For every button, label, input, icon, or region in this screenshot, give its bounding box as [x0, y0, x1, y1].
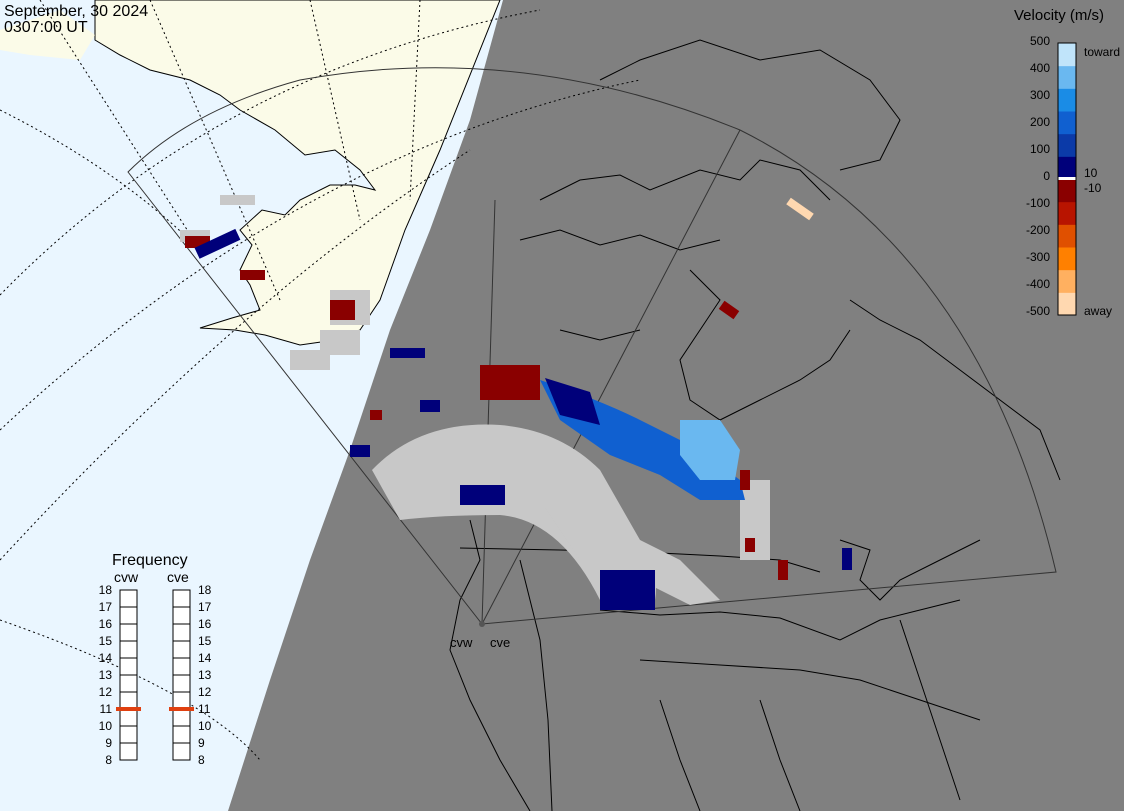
colorbar-swatches	[1058, 43, 1076, 316]
frequency-label-left: 13	[99, 668, 113, 682]
frequency-label-right: 16	[198, 617, 212, 631]
echo-band-toward-strong	[545, 378, 600, 425]
echo-cells-weak-toward	[194, 228, 852, 610]
colorbar-frame	[1057, 42, 1077, 316]
colorbar-tick-label: -100	[1026, 196, 1050, 210]
frequency-label-left: 17	[99, 600, 113, 614]
colorbar-tick-label: 10	[1084, 166, 1098, 180]
frequency-label-right: 14	[198, 651, 212, 665]
frequency-label-left: 8	[105, 753, 112, 767]
colorbar-zero-band	[1058, 177, 1076, 180]
frequency-label-right: 9	[198, 736, 205, 750]
frequency-label-right: 15	[198, 634, 212, 648]
colorbar-toward-label: toward	[1084, 45, 1120, 59]
colorbar-swatch	[1058, 292, 1076, 316]
echo-band-toward-light	[680, 420, 740, 480]
lat-lon-grid	[0, 0, 641, 761]
time-label: 0307:00 UT	[4, 19, 88, 36]
frequency-radar-cve: cve	[167, 569, 189, 585]
frequency-label-left: 10	[99, 719, 113, 733]
frequency-label-right: 10	[198, 719, 212, 733]
colorbar-tick-label: -200	[1026, 223, 1050, 237]
field-of-view-outline	[127, 67, 1057, 625]
colorbar-tick-label: 400	[1030, 61, 1050, 75]
coastlines	[449, 39, 1061, 811]
frequency-label-right: 12	[198, 685, 212, 699]
colorbar-swatch	[1058, 111, 1076, 135]
colorbar-tick-label: 0	[1043, 169, 1050, 183]
frequency-label-left: 12	[99, 685, 113, 699]
colorbar-tick-label: -300	[1026, 250, 1050, 264]
frequency-scale-labels: 18 18 17 17 16 16 15 15 14 14 13 13 12 12 11 11 10 10 9 9 8 8	[99, 583, 212, 767]
site-label-cve: cve	[490, 635, 510, 650]
colorbar-swatch	[1058, 224, 1076, 248]
radar-site: cvw cve	[450, 621, 510, 650]
ground-scatter	[180, 195, 770, 605]
frequency-label-left: 11	[100, 702, 113, 716]
frequency-label-left: 14	[99, 651, 113, 665]
colorbar-swatch	[1058, 43, 1076, 67]
colorbar-swatch	[1058, 179, 1076, 203]
date-label: September, 30 2024	[4, 3, 148, 20]
colorbar-tick-label: 200	[1030, 115, 1050, 129]
frequency-title: Frequency	[112, 552, 188, 569]
colorbar-swatch	[1058, 156, 1076, 180]
colorbar-swatch	[1058, 65, 1076, 89]
velocity-colorbar: Velocity (m/s) 500400300200100100-10-100…	[1014, 7, 1120, 318]
colorbar-swatch	[1058, 269, 1076, 293]
colorbar-tick-label: -400	[1026, 277, 1050, 291]
frequency-label-left: 16	[99, 617, 113, 631]
frequency-label-right: 18	[198, 583, 212, 597]
colorbar-ticks: 500400300200100100-10-100-200-300-400-50…	[1026, 34, 1102, 318]
frequency-label-right: 17	[198, 600, 212, 614]
velocity-echoes	[185, 197, 852, 610]
colorbar-title: Velocity (m/s)	[1014, 7, 1104, 24]
radar-site-marker	[479, 621, 485, 627]
colorbar-swatch	[1058, 133, 1076, 157]
frequency-label-right: 8	[198, 753, 205, 767]
day-land-islands	[0, 10, 95, 60]
frequency-radar-cvw: cvw	[114, 569, 139, 585]
frequency-marker-cve	[169, 707, 194, 711]
night-region	[228, 0, 1124, 811]
frequency-label-left: 9	[105, 736, 112, 750]
echo-band-away	[185, 236, 788, 580]
colorbar-tick-label: -10	[1084, 181, 1102, 195]
site-label-cvw: cvw	[450, 635, 473, 650]
colorbar-tick-label: 100	[1030, 142, 1050, 156]
colorbar-away-label: away	[1084, 304, 1112, 318]
frequency-label-right: 11	[198, 702, 211, 716]
colorbar-swatch	[1058, 88, 1076, 112]
frequency-label-right: 13	[198, 668, 212, 682]
colorbar-tick-label: 300	[1030, 88, 1050, 102]
frequency-label-left: 18	[99, 583, 113, 597]
colorbar-swatch	[1058, 201, 1076, 225]
echo-away-far-north	[786, 197, 814, 221]
colorbar-swatch	[1058, 247, 1076, 271]
frequency-marker-cvw	[116, 707, 141, 711]
colorbar-tick-label: -500	[1026, 304, 1050, 318]
colorbar-tick-label: 500	[1030, 34, 1050, 48]
frequency-label-left: 15	[99, 634, 113, 648]
frequency-panel: Frequency cvw cve 18 18 17 17 16 16 15 15 14 14 13…	[99, 552, 212, 767]
